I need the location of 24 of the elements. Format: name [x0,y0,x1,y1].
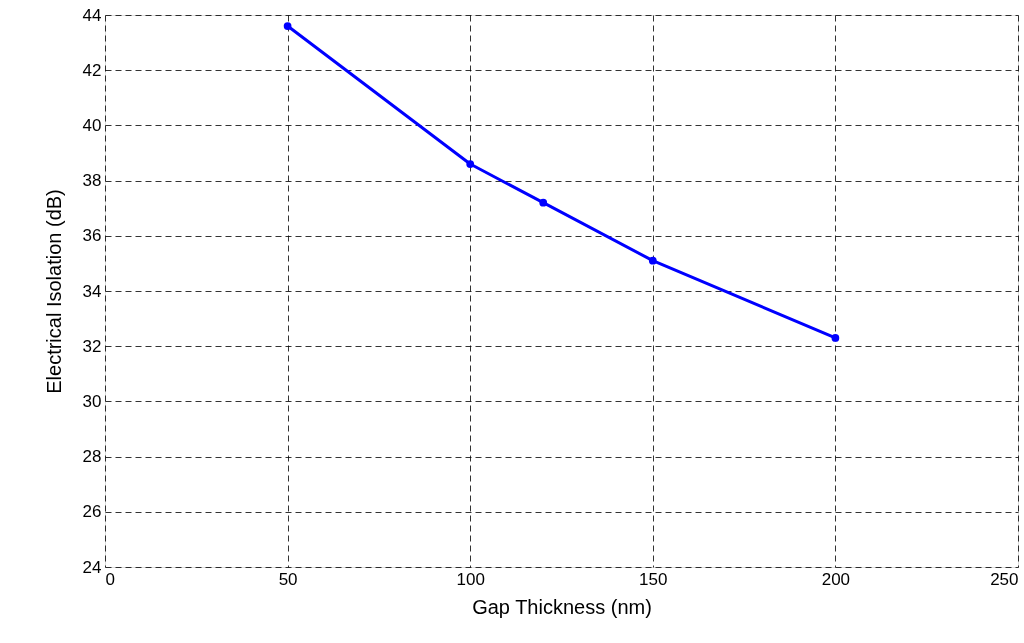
y-tick-label: 34 [82,281,102,301]
x-tick-label: 50 [278,569,298,589]
point [539,198,548,207]
y-tick-label: 36 [82,226,102,246]
x-tick-label: 200 [821,569,851,589]
y-tick-label: 32 [82,336,102,356]
x-axis-title: Gap Thickness (nm) [472,595,652,618]
y-tick-label: 30 [82,391,102,411]
y-tick-label: 24 [82,557,102,577]
point [831,334,840,342]
y-tick-label: 38 [82,171,102,191]
y-tick-label: 26 [82,502,102,522]
y-tick-label: 42 [82,60,102,80]
y-tick-label: 40 [82,115,102,135]
x-tick-label: 0 [105,569,115,589]
point [466,160,475,168]
x-tick-label: 150 [639,569,668,589]
x-tick-label: 250 [990,569,1019,589]
point [283,22,292,30]
y-axis-title: Electrical Isolation (dB) [42,189,65,394]
x-tick-label: 100 [456,569,485,589]
y-tick-label: 44 [82,5,102,25]
point [648,256,657,265]
y-tick-label: 28 [82,447,102,467]
